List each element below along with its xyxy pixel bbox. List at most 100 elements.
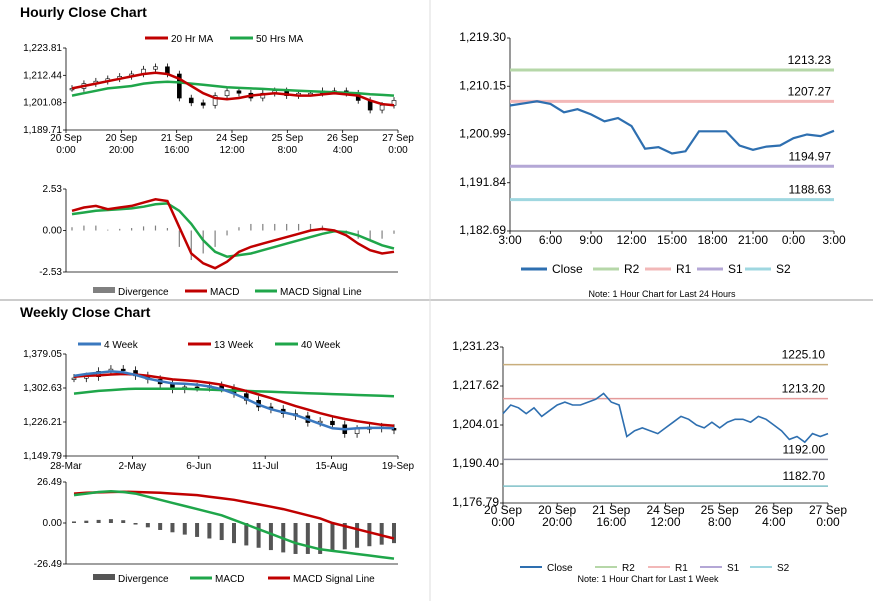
weekly-price-candle-body	[71, 377, 77, 380]
weekly-divergence-bar	[330, 523, 335, 551]
weekly-price-xtick-label: 15-Aug	[315, 461, 347, 472]
hourly-price-xtick-label: 21 Sep	[161, 133, 193, 144]
hourly-price-candle-body	[224, 90, 230, 96]
intraday-hourly-xtick-label: 18:00	[697, 233, 727, 247]
weekly-price-xtick-label: 11-Jul	[252, 461, 279, 472]
weekly-divergence-bar	[170, 523, 175, 533]
hourly-divergence-bar	[178, 230, 180, 247]
hourly-price-xtick-label: 20:00	[109, 145, 134, 156]
hourly-price-xtick-label: 0:00	[388, 145, 408, 156]
hourly-price-xtick-label: 27 Sep	[382, 133, 414, 144]
intraday-weekly-ytick-label: 1,176.79	[452, 495, 499, 509]
weekly-price-candle-body	[120, 368, 126, 371]
weekly-divergence-bar	[367, 523, 372, 547]
hourly-divergence-bar	[214, 230, 216, 247]
weekly-divergence-bar	[219, 523, 224, 541]
legend-40week-label: 40 Week	[301, 340, 341, 351]
legend-hourly-divergence-label: Divergence	[118, 287, 169, 298]
weekly-divergence-bar	[318, 523, 323, 554]
hourly-price-ytick-label: 1,223.81	[23, 43, 62, 54]
intraday-hourly-ytick-label: 1,210.15	[459, 78, 506, 92]
intraday-weekly-xtick-label: 16:00	[596, 515, 626, 529]
hourly-price-candle-body	[200, 102, 206, 106]
hourly-20hr-ma-line	[71, 71, 395, 107]
intraday-weekly-xtick-label: 8:00	[708, 515, 732, 529]
weekly-chart-title: Weekly Close Chart	[20, 304, 151, 320]
weekly-divergence-bar	[133, 523, 138, 525]
intraday-weekly-ytick-label: 1,204.01	[452, 417, 499, 431]
intraday-hourly-ytick-label: 1,182.69	[459, 223, 506, 237]
legend-hourly-R1-label: R1	[676, 262, 692, 276]
legend-13week-label: 13 Week	[214, 340, 254, 351]
weekly-divergence-bar	[145, 523, 150, 528]
weekly-divergence-bar	[305, 523, 310, 554]
intraday-weekly-xtick-label: 20 Sep	[538, 503, 576, 517]
intraday-weekly-xtick-label: 20 Sep	[484, 503, 522, 517]
hourly-divergence-bar	[83, 225, 85, 231]
intraday-hourly-xtick-label: 9:00	[579, 233, 603, 247]
hourly-price-xtick-label: 12:00	[219, 145, 244, 156]
hourly-price-xtick-label: 20 Sep	[105, 133, 137, 144]
weekly-divergence-bar	[108, 519, 113, 523]
intraday-weekly-level-label: 1182.70	[783, 469, 826, 483]
hourly-divergence-bar	[71, 227, 73, 231]
weekly-divergence-bar	[232, 523, 236, 544]
intraday-hourly-level-label: 1188.63	[789, 183, 832, 197]
intraday-weekly-xtick-label: 4:00	[762, 515, 786, 529]
hourly-divergence-bar	[154, 225, 157, 231]
hourly-price-xtick-label: 25 Sep	[271, 133, 303, 144]
legend-hourly-macd-label: MACD	[210, 287, 239, 298]
legend-weekly-divergence-label: Divergence	[118, 574, 169, 585]
intraday-weekly-xtick-label: 20:00	[542, 515, 572, 529]
hourly-price-xtick-label: 24 Sep	[216, 133, 248, 144]
intraday-hourly-ytick-label: 1,200.99	[459, 127, 506, 141]
legend-hourly-S1-label: S1	[728, 262, 743, 276]
weekly-13week-line	[73, 372, 395, 427]
hourly-price-xtick-label: 4:00	[333, 145, 353, 156]
legend-weekly-S2-label: S2	[777, 563, 790, 574]
intraday-weekly-ytick-label: 1,217.62	[452, 378, 499, 392]
hourly-price-candle-body	[212, 95, 218, 106]
hourly-divergence-bar	[262, 223, 264, 231]
legend-weekly-macd-label: MACD	[215, 574, 244, 585]
legend-hourly-Close-label: Close	[552, 262, 583, 276]
hourly-divergence-bar	[297, 223, 300, 231]
hourly-price-candle-body	[379, 104, 385, 111]
intraday-weekly-close-line	[502, 392, 829, 444]
weekly-divergence-bar	[268, 523, 273, 551]
legend-weekly-R2-label: R2	[622, 563, 635, 574]
weekly-price-ytick-label: 1,226.21	[23, 417, 62, 428]
legend-weekly-Close-label: Close	[547, 563, 573, 574]
hourly-divergence-bar	[95, 225, 97, 231]
weekly-4week-line	[73, 370, 395, 431]
intraday-weekly-xtick-label: 27 Sep	[809, 503, 847, 517]
hourly-divergence-bar	[107, 229, 109, 231]
hourly-price-xtick-label: 16:00	[164, 145, 189, 156]
intraday-weekly-xtick-label: 21 Sep	[592, 503, 630, 517]
weekly-price-ytick-label: 1,302.63	[23, 383, 62, 394]
hourly-price-candle-body	[236, 90, 242, 94]
weekly-divergence-bar	[207, 523, 212, 539]
intraday-hourly-xtick-label: 0:00	[782, 233, 806, 247]
hourly-price-xtick-label: 20 Sep	[50, 133, 82, 144]
intraday-hourly-level-label: 1213.23	[788, 53, 832, 67]
legend-hourly-divergence-swatch	[93, 287, 115, 293]
intraday-weekly-xtick-label: 0:00	[491, 515, 515, 529]
hourly-divergence-bar	[190, 230, 192, 261]
intraday-hourly-level-label: 1207.27	[788, 84, 832, 98]
legend-hourly-signal-label: MACD Signal Line	[280, 287, 362, 298]
intraday-hourly-ytick-label: 1,219.30	[459, 30, 506, 44]
weekly-price-xtick-label: 28-Mar	[50, 461, 82, 472]
hourly-divergence-bar	[250, 223, 252, 231]
weekly-price-candle-body	[330, 420, 335, 426]
intraday-weekly-xtick-label: 24 Sep	[646, 503, 684, 517]
weekly-divergence-bar	[182, 523, 187, 535]
hourly-price-candle-body	[177, 73, 182, 99]
hourly-divergence-bar	[166, 228, 169, 231]
weekly-divergence-bar	[158, 523, 163, 530]
weekly-divergence-bar	[84, 520, 89, 523]
weekly-divergence-bar	[392, 523, 396, 544]
hourly-divergence-bar	[381, 230, 383, 239]
